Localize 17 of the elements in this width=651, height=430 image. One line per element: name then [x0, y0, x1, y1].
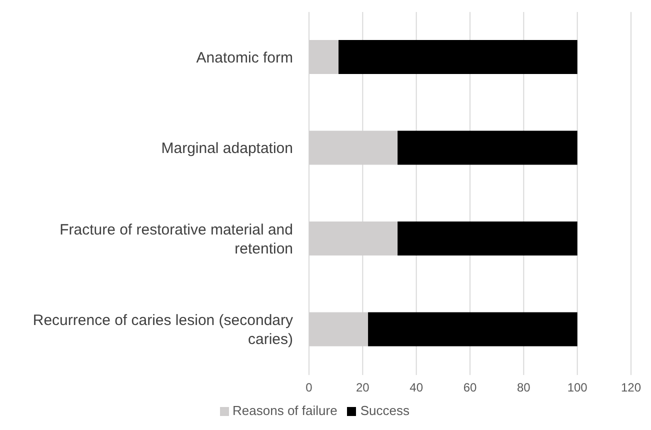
bar [368, 312, 578, 346]
legend-label: Reasons of failure [232, 403, 338, 418]
y-tick-label: Marginal adaptation [161, 140, 293, 157]
x-tick-label: 40 [410, 380, 424, 395]
x-tick-label: 20 [356, 380, 370, 395]
legend-label: Success [360, 403, 410, 418]
x-tick-label: 100 [567, 380, 588, 395]
bar [398, 130, 578, 165]
y-tick-label: Fracture of restorative material and retention [60, 220, 293, 257]
x-tick-label: 60 [463, 380, 477, 395]
x-tick-label: 0 [306, 380, 313, 395]
x-tick-label: 120 [620, 380, 642, 395]
bar [398, 222, 578, 256]
y-tick-label: Anatomic form [196, 48, 293, 66]
bar [338, 40, 578, 74]
x-tick-label: 80 [516, 380, 531, 395]
y-tick-label: Recurrence of caries lesion (secondary caries) [32, 312, 294, 348]
